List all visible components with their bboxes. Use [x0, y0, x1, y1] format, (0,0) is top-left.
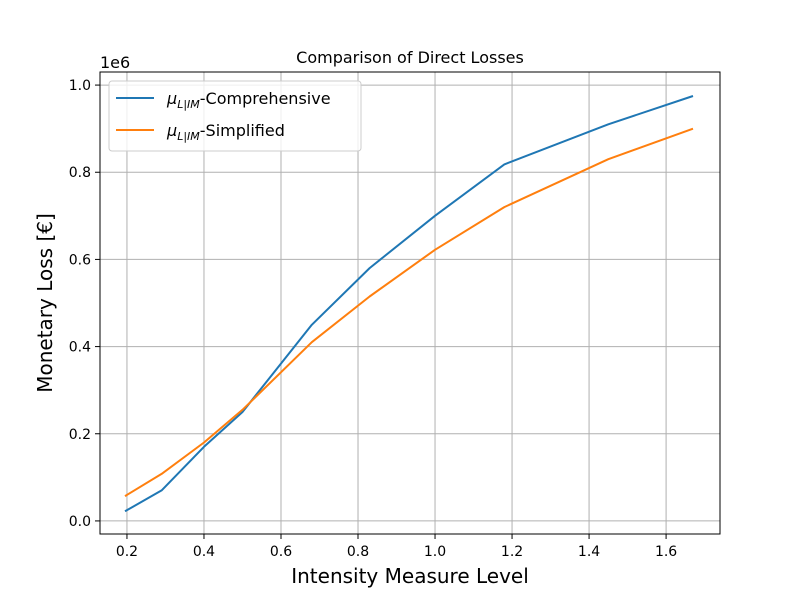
- x-tick-label: 0.2: [116, 544, 138, 560]
- y-tick-label: 1.0: [69, 78, 91, 94]
- legend-label: μL|IM-Simplified: [166, 121, 285, 143]
- axis-ticks: 0.2 0.4 0.6 0.8 1.0 1.2 1.4 1.6 0.0 0.2 0.4 0.6 0.8 1…: [69, 78, 678, 560]
- y-axis-label: Monetary Loss [€]: [33, 213, 57, 393]
- series-line-0: [124, 95, 694, 513]
- y-tick-label: 0.2: [69, 427, 91, 443]
- legend-box: [108, 80, 362, 152]
- legend: μL|IM-Comprehensive μL|IM-Simplified: [108, 80, 362, 152]
- x-tick-label: 1.4: [578, 544, 600, 560]
- plot-area-frame: [99, 71, 721, 535]
- y-offset-label: 1e6: [100, 53, 130, 72]
- y-tick-label: 0.8: [69, 165, 91, 181]
- x-tick-label: 1.0: [424, 544, 446, 560]
- chart-title: Comparison of Direct Losses: [296, 48, 524, 67]
- y-tick-label: 0.4: [69, 340, 91, 356]
- y-tick-label: 0.6: [69, 252, 91, 268]
- grid-lines: [100, 72, 720, 534]
- x-axis-label: Intensity Measure Level: [291, 564, 529, 588]
- x-tick-label: 0.8: [347, 544, 369, 560]
- x-tick-label: 1.6: [655, 544, 677, 560]
- x-tick-label: 1.2: [501, 544, 523, 560]
- series-line-1: [124, 127, 694, 497]
- x-tick-label: 0.6: [270, 544, 292, 560]
- x-tick-label: 0.4: [193, 544, 215, 560]
- y-tick-label: 0.0: [69, 514, 91, 530]
- legend-label: μL|IM-Comprehensive: [166, 89, 331, 111]
- series-lines: [124, 95, 694, 513]
